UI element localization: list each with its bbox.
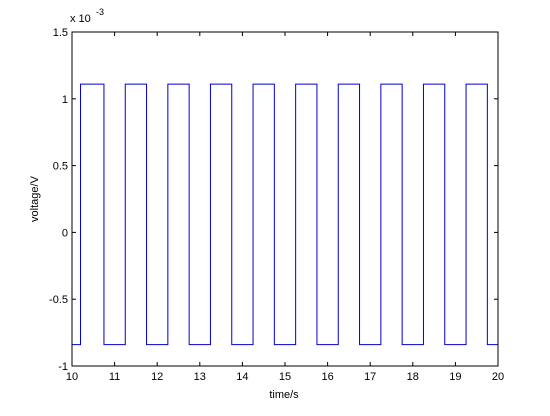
plot-area (72, 32, 498, 366)
y-tick-label: -1 (58, 361, 68, 373)
x-tick-label: 20 (492, 371, 504, 383)
y-tick-label: 0 (62, 227, 68, 239)
x-tick-label: 15 (279, 371, 291, 383)
x-tick-label: 13 (194, 371, 206, 383)
x-axis-label: time/s (269, 389, 299, 401)
y-tick-label: 1.5 (53, 27, 68, 39)
y-tick-label: -0.5 (49, 294, 68, 306)
y-axis-exponent-base: x 10 (70, 13, 91, 25)
x-tick-label: 11 (109, 371, 120, 383)
x-tick-label: 19 (449, 371, 461, 383)
y-tick-label: 1 (62, 94, 68, 106)
y-axis-label: voltage/V (29, 175, 41, 222)
series-line-1 (72, 83, 499, 346)
y-tick-label: 0.5 (53, 161, 68, 173)
x-tick-label: 10 (66, 371, 78, 383)
x-tick-label: 18 (407, 371, 419, 383)
x-tick-label: 12 (151, 371, 163, 383)
y-axis-exponent-power: -3 (96, 7, 104, 17)
x-tick-label: 17 (364, 371, 376, 383)
x-tick-label: 14 (236, 371, 248, 383)
x-tick-label: 16 (321, 371, 333, 383)
